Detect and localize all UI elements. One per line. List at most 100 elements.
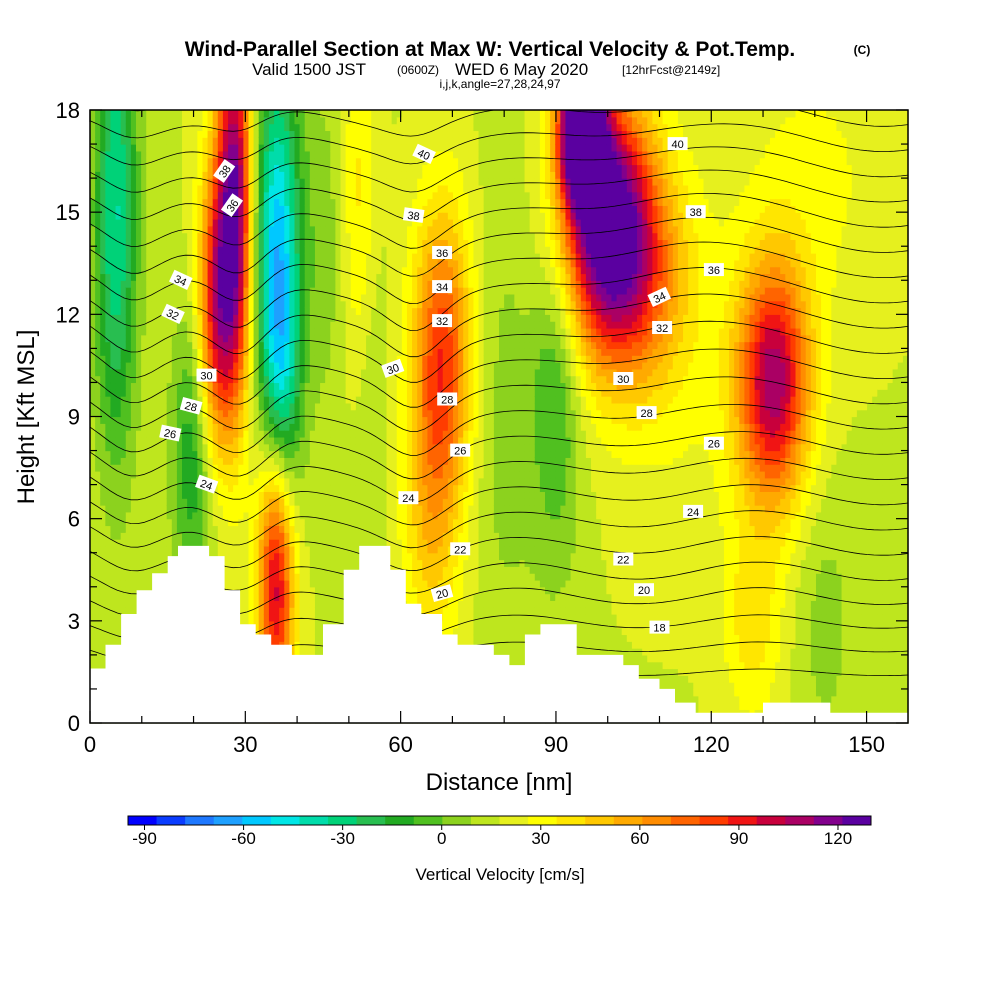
velocity-cell: [202, 511, 209, 520]
velocity-cell: [146, 389, 152, 397]
velocity-cell: [228, 539, 234, 547]
velocity-cell: [299, 307, 306, 315]
velocity-cell: [105, 593, 112, 601]
velocity-cell: [314, 477, 321, 486]
velocity-cell: [299, 144, 306, 152]
velocity-cell: [284, 123, 290, 132]
velocity-cell: [120, 470, 127, 479]
velocity-cell: [130, 327, 137, 336]
velocity-cell: [120, 150, 127, 159]
velocity-cell: [258, 375, 265, 384]
velocity-cell: [274, 314, 280, 322]
velocity-cell: [202, 539, 209, 547]
velocity-cell: [95, 654, 101, 663]
velocity-cell: [304, 532, 311, 540]
velocity-cell: [105, 430, 112, 438]
velocity-cell: [110, 307, 117, 315]
velocity-cell: [90, 137, 96, 145]
velocity-cell: [130, 130, 137, 138]
velocity-cell: [95, 212, 101, 220]
velocity-cell: [202, 470, 209, 479]
velocity-cell: [314, 232, 321, 241]
velocity-cell: [192, 150, 198, 159]
velocity-cell: [284, 430, 290, 438]
velocity-cell: [335, 511, 342, 520]
velocity-cell: [294, 464, 301, 472]
velocity-cell: [182, 389, 188, 397]
velocity-cell: [115, 620, 122, 629]
velocity-cell: [274, 498, 280, 506]
velocity-cell: [207, 287, 214, 295]
velocity-cell: [115, 532, 122, 540]
velocity-cell: [95, 607, 101, 615]
velocity-cell: [100, 661, 106, 670]
velocity-cell: [263, 348, 270, 356]
velocity-cell: [192, 464, 198, 472]
velocity-cell: [304, 300, 311, 309]
velocity-cell: [156, 341, 163, 349]
velocity-cell: [141, 579, 147, 588]
velocity-cell: [100, 246, 106, 254]
velocity-cell: [105, 171, 112, 179]
velocity-cell: [151, 150, 158, 159]
velocity-cell: [238, 436, 244, 445]
velocity-cell: [238, 573, 244, 581]
velocity-cell: [268, 362, 275, 370]
velocity-cell: [320, 110, 326, 118]
velocity-cell: [146, 164, 152, 172]
velocity-cell: [136, 450, 142, 458]
velocity-cell: [258, 552, 265, 561]
velocity-cell: [258, 287, 265, 295]
velocity-cell: [212, 348, 219, 356]
velocity-cell: [125, 498, 132, 506]
velocity-cell: [320, 348, 326, 356]
velocity-cell: [125, 137, 132, 145]
velocity-cell: [360, 436, 367, 445]
velocity-cell: [360, 389, 367, 397]
velocity-cell: [171, 539, 178, 547]
velocity-cell: [115, 470, 122, 479]
velocity-cell: [304, 416, 311, 424]
velocity-cell: [335, 246, 342, 254]
velocity-cell: [95, 614, 101, 622]
velocity-cell: [243, 348, 250, 356]
velocity-cell: [360, 382, 367, 390]
velocity-cell: [314, 198, 321, 206]
velocity-cell: [156, 259, 163, 268]
velocity-cell: [345, 436, 352, 445]
velocity-cell: [335, 389, 342, 397]
velocity-cell: [192, 225, 198, 234]
velocity-cell: [360, 116, 367, 125]
velocity-cell: [350, 273, 357, 281]
velocity-cell: [115, 137, 122, 145]
velocity-cell: [161, 184, 168, 193]
velocity-cell: [212, 389, 219, 397]
velocity-cell: [243, 579, 250, 588]
velocity-cell: [258, 505, 265, 513]
velocity-cell: [197, 409, 204, 418]
velocity-cell: [274, 212, 280, 220]
velocity-cell: [228, 518, 234, 527]
velocity-cell: [330, 300, 336, 309]
velocity-cell: [171, 484, 178, 493]
velocity-cell: [330, 375, 336, 384]
velocity-cell: [258, 436, 265, 445]
velocity-cell: [274, 368, 280, 377]
velocity-cell: [222, 511, 229, 520]
velocity-cell: [146, 184, 152, 193]
velocity-cell: [360, 307, 367, 315]
velocity-cell: [294, 321, 301, 329]
velocity-cell: [284, 144, 290, 152]
plot-area: 3836343230282624403836343230282624222040…: [89, 109, 909, 724]
velocity-cell: [309, 239, 316, 247]
velocity-cell: [366, 205, 372, 213]
velocity-cell: [268, 607, 275, 615]
velocity-cell: [182, 293, 188, 302]
velocity-cell: [90, 600, 96, 608]
velocity-cell: [217, 539, 224, 547]
velocity-cell: [151, 287, 158, 295]
velocity-cell: [263, 273, 270, 281]
velocity-cell: [284, 566, 290, 574]
velocity-cell: [100, 184, 106, 193]
velocity-cell: [182, 287, 188, 295]
